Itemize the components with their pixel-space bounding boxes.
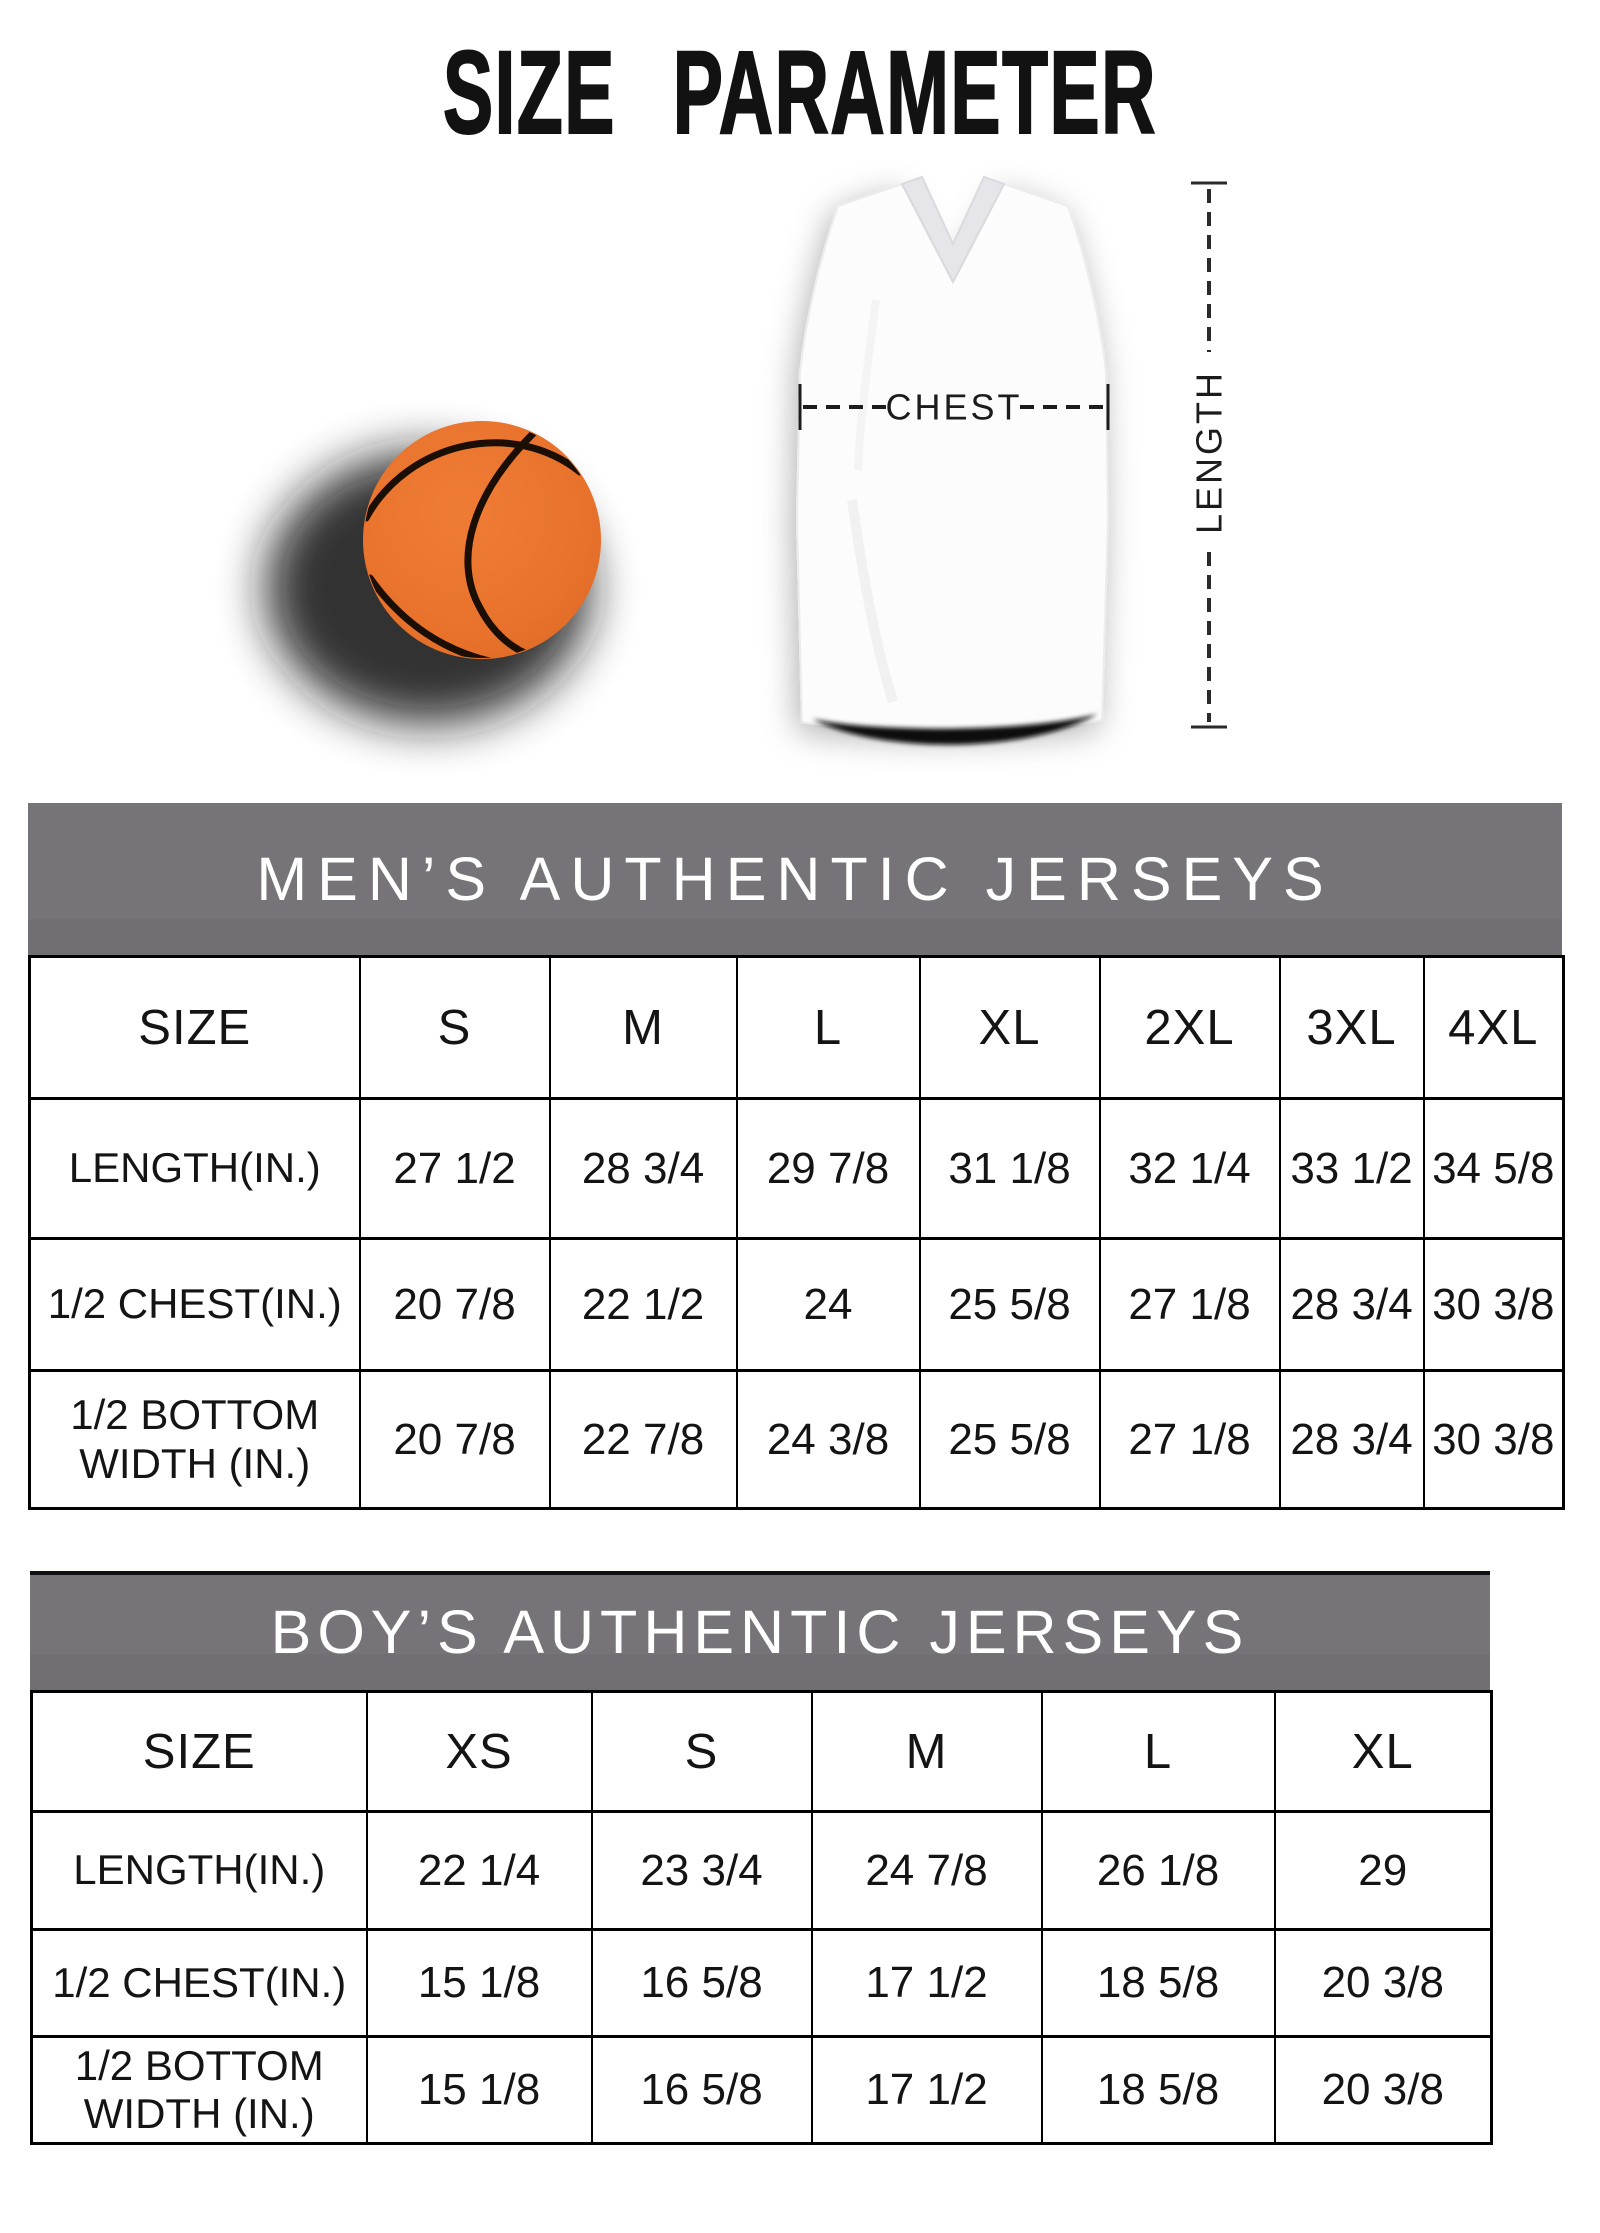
row-label: 1/2 CHEST(IN.) [28,1238,361,1371]
mens-col-size: SIZE [28,956,361,1099]
size-value: 26 1/8 [1040,1811,1276,1930]
basketball-illustration [266,421,601,724]
size-value: 22 1/4 [365,1811,593,1930]
boys-col-xl: XL [1273,1691,1493,1812]
boys-col-m: M [810,1691,1043,1812]
size-value: 28 3/4 [548,1098,738,1239]
mens-col-l: L [735,956,921,1099]
chest-label: CHEST [885,387,1022,428]
jersey-hem-shadow [812,714,1098,745]
boys-col-xs: XS [365,1691,593,1812]
size-value: 20 7/8 [358,1370,551,1509]
size-value: 18 5/8 [1040,1929,1276,2037]
chest-measure-line: CHEST [798,384,1110,430]
size-value: 22 1/2 [548,1238,738,1371]
boys-table-header-bar: BOY’S AUTHENTIC JERSEYS [30,1571,1490,1690]
size-diagram-svg: CHEST LENGTH [266,175,1230,745]
size-value: 15 1/8 [365,1929,593,2037]
size-value: 24 [735,1238,921,1371]
row-label: 1/2 CHEST(IN.) [30,1929,368,2037]
size-value: 29 [1273,1811,1493,1930]
size-value: 22 7/8 [548,1370,738,1509]
row-label: LENGTH(IN.) [30,1811,368,1930]
mens-table-title: MEN’S AUTHENTIC JERSEYS [256,844,1334,913]
size-value: 27 1/8 [1098,1370,1281,1509]
size-value: 16 5/8 [590,2036,813,2144]
size-value: 28 3/4 [1278,1238,1425,1371]
boys-bottom-width-row: 1/2 BOTTOM WIDTH (IN.) 15 1/8 16 5/8 17 … [30,2036,1493,2144]
mens-col-3xl: 3XL [1278,956,1425,1099]
mens-col-m: M [548,956,738,1099]
size-value: 17 1/2 [810,2036,1043,2144]
boys-size-table: SIZE XS S M L XL LENGTH(IN.) 22 1/4 23 3… [30,1690,1493,2145]
size-value: 16 5/8 [590,1929,813,2037]
boys-section: BOY’S AUTHENTIC JERSEYS SIZE XS S M L XL… [30,1571,1493,2145]
length-measure-line: LENGTH [1189,181,1230,729]
size-value: 30 3/8 [1422,1370,1565,1509]
page-title: SIZE PARAMETER [0,27,1600,159]
mens-header-row: SIZE S M L XL 2XL 3XL 4XL [28,956,1565,1099]
jersey-illustration [795,175,1110,745]
size-value: 25 5/8 [918,1238,1101,1371]
boys-header-row: SIZE XS S M L XL [30,1691,1493,1812]
size-value: 28 3/4 [1278,1370,1425,1509]
boys-col-size: SIZE [30,1691,368,1812]
row-label: LENGTH(IN.) [28,1098,361,1239]
size-value: 20 3/8 [1273,2036,1493,2144]
size-value: 15 1/8 [365,2036,593,2144]
boys-table-title: BOY’S AUTHENTIC JERSEYS [270,1598,1250,1666]
mens-col-xl: XL [918,956,1101,1099]
page-title-text: SIZE PARAMETER [442,27,1158,159]
size-value: 31 1/8 [918,1098,1101,1239]
row-label: 1/2 BOTTOM WIDTH (IN.) [30,2036,368,2144]
boys-length-row: LENGTH(IN.) 22 1/4 23 3/4 24 7/8 26 1/8 … [30,1811,1493,1930]
size-value: 27 1/8 [1098,1238,1281,1371]
size-value: 33 1/2 [1278,1098,1425,1239]
boys-col-s: S [590,1691,813,1812]
size-value: 25 5/8 [918,1370,1101,1509]
size-value: 24 7/8 [810,1811,1043,1930]
mens-col-4xl: 4XL [1422,956,1565,1099]
mens-chest-row: 1/2 CHEST(IN.) 20 7/8 22 1/2 24 25 5/8 2… [28,1238,1565,1371]
size-value: 20 3/8 [1273,1929,1493,2037]
mens-col-2xl: 2XL [1098,956,1281,1099]
size-value: 27 1/2 [358,1098,551,1239]
mens-bottom-width-row: 1/2 BOTTOM WIDTH (IN.) 20 7/8 22 7/8 24 … [28,1370,1565,1509]
mens-length-row: LENGTH(IN.) 27 1/2 28 3/4 29 7/8 31 1/8 … [28,1098,1565,1239]
size-value: 30 3/8 [1422,1238,1565,1371]
mens-col-s: S [358,956,551,1099]
size-value: 18 5/8 [1040,2036,1276,2144]
mens-size-table: SIZE S M L XL 2XL 3XL 4XL LENGTH(IN.) 27… [28,955,1565,1510]
size-value: 29 7/8 [735,1098,921,1239]
size-value: 23 3/4 [590,1811,813,1930]
jersey-neck-band [900,175,1006,285]
size-value: 34 5/8 [1422,1098,1565,1239]
row-label: 1/2 BOTTOM WIDTH (IN.) [28,1370,361,1509]
mens-section: MEN’S AUTHENTIC JERSEYS SIZE S M L XL 2X… [28,803,1565,1510]
length-label: LENGTH [1189,370,1230,534]
size-value: 32 1/4 [1098,1098,1281,1239]
size-diagram: CHEST LENGTH [0,130,1600,820]
boys-col-l: L [1040,1691,1276,1812]
boys-chest-row: 1/2 CHEST(IN.) 15 1/8 16 5/8 17 1/2 18 5… [30,1929,1493,2037]
size-value: 24 3/8 [735,1370,921,1509]
size-value: 17 1/2 [810,1929,1043,2037]
mens-table-header-bar: MEN’S AUTHENTIC JERSEYS [28,803,1562,955]
size-value: 20 7/8 [358,1238,551,1371]
